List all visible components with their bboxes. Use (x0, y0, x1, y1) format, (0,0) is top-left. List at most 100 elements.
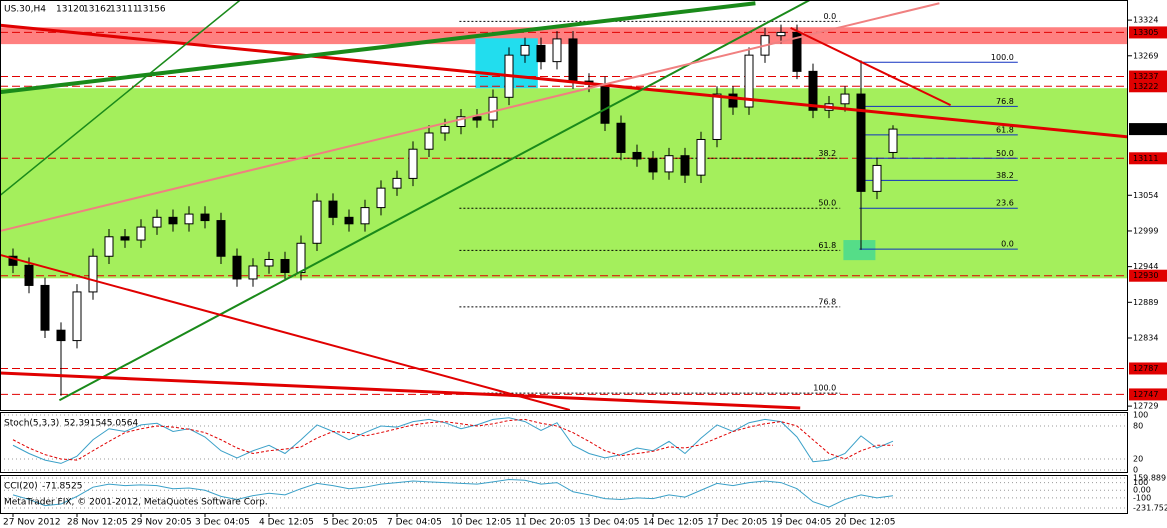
cci-plot (0, 477, 1128, 509)
level-tag (1129, 70, 1167, 83)
y-tick-label: 12999 (1133, 226, 1158, 235)
stoch-main-value: 52.3915 (64, 419, 101, 429)
y-tick-label: 0 (1133, 466, 1138, 475)
price-label: 13156 (1133, 125, 1158, 134)
level-label: 13222 (1133, 82, 1158, 91)
fib-label: 0.0 (823, 12, 836, 21)
y-tick-label: 0.00 (1133, 486, 1151, 495)
level-tag (1129, 152, 1167, 165)
trend-line (0, 0, 241, 196)
fib-label: 0.0 (1001, 240, 1014, 249)
candle-body (872, 164, 882, 192)
level-label: 13111 (1133, 154, 1158, 163)
y-tick-label: -231.752 (1133, 504, 1167, 513)
candle-body (360, 207, 370, 225)
level-tag (1129, 80, 1167, 93)
candle-body (808, 70, 818, 111)
candle-body (184, 213, 194, 225)
candle-body (120, 236, 130, 241)
candle-body (776, 31, 786, 37)
candle-body (24, 264, 34, 286)
cci-frame (0, 475, 1128, 514)
level-tag (1129, 388, 1167, 401)
candle-body (568, 38, 578, 82)
candle-body (664, 155, 674, 173)
candle-body (456, 116, 466, 128)
copyright: MetaTrader FIX, © 2001-2012, MetaQuotes … (4, 498, 268, 508)
candle-body (648, 158, 658, 173)
candle-body (232, 255, 242, 280)
y-tick-label: 12729 (1133, 402, 1158, 411)
candle-body (40, 284, 50, 331)
x-tick-label: 11 Dec 20:05 (515, 518, 576, 528)
last-close: 13156 (137, 5, 166, 15)
fib-label: 38.2 (996, 171, 1014, 180)
level-label: 13237 (1133, 72, 1158, 81)
candle-body (696, 138, 706, 176)
fib-label: 61.8 (818, 241, 836, 250)
candle-body (264, 258, 274, 267)
candle-body (88, 255, 98, 293)
x-tick-label: 5 Dec 20:05 (323, 518, 378, 528)
candle-body (104, 236, 114, 257)
fib-label: 61.8 (996, 125, 1014, 134)
level-label: 12930 (1133, 271, 1158, 280)
candle-body (56, 329, 66, 342)
symbol-title: US.30,H4 (4, 5, 46, 15)
x-tick-label: 20 Dec 12:05 (835, 518, 896, 528)
candle-body (376, 187, 386, 209)
candle-body (520, 44, 530, 56)
trend-line (0, 371, 801, 410)
candle-body (888, 128, 898, 153)
trend-line (58, 0, 811, 402)
y-tick-label: 12834 (1133, 333, 1158, 342)
indicator-line (12, 417, 894, 464)
x-tick-label: 3 Dec 04:05 (195, 518, 250, 528)
candle-body (600, 83, 610, 124)
level-tag (1129, 362, 1167, 375)
stoch-title: Stoch(5,3,3) (4, 419, 59, 429)
candle-body (328, 200, 338, 218)
candle-body (472, 116, 482, 121)
trend-line (0, 2, 940, 232)
candle-body (408, 148, 418, 179)
zone (0, 27, 1128, 45)
x-tick-label: 13 Dec 04:05 (579, 518, 640, 528)
candle-body (296, 242, 306, 273)
candle-body (680, 155, 690, 176)
main-plot: 0.0 38.2 50.0 61.8 76.8 100.0 100.0 76.8 61.8 50.… (0, 0, 1128, 410)
y-tick-label: 159.889 (1133, 474, 1166, 483)
fib-label: 76.8 (818, 297, 836, 306)
y-tick-label: 13054 (1133, 191, 1158, 200)
candle-body (312, 200, 322, 244)
level-tag (1129, 26, 1167, 39)
candle-body (136, 226, 146, 241)
cci-value: -71.8525 (42, 482, 82, 492)
stoch-frame (0, 412, 1128, 473)
fib-label: 23.6 (996, 199, 1014, 208)
y-tick-label: 80 (1133, 422, 1143, 431)
stoch-plot (0, 414, 1128, 471)
candle-body (440, 126, 450, 134)
candle-body (856, 93, 866, 192)
price-tag (1129, 123, 1167, 136)
y-tick-label: 13324 (1133, 16, 1158, 25)
level-label: 12747 (1133, 390, 1158, 399)
candle-body (200, 213, 210, 222)
candle-body (424, 132, 434, 150)
candle-body (536, 44, 546, 63)
trend-line (0, 1, 756, 95)
candle-body (792, 31, 802, 72)
y-tick-label: -100 (1133, 493, 1151, 502)
level-label: 13305 (1133, 28, 1158, 37)
x-tick-label: 7 Dec 04:05 (387, 518, 442, 528)
indicator-line (12, 418, 894, 461)
candle-body (728, 93, 738, 108)
x-tick-label: 29 Nov 20:05 (131, 518, 192, 528)
y-tick-label: 12944 (1133, 262, 1158, 271)
x-tick-label: 19 Dec 04:05 (771, 518, 832, 528)
y-tick-label: 100 (1133, 411, 1148, 420)
trend-line (0, 23, 1128, 139)
candle-body (168, 216, 178, 225)
